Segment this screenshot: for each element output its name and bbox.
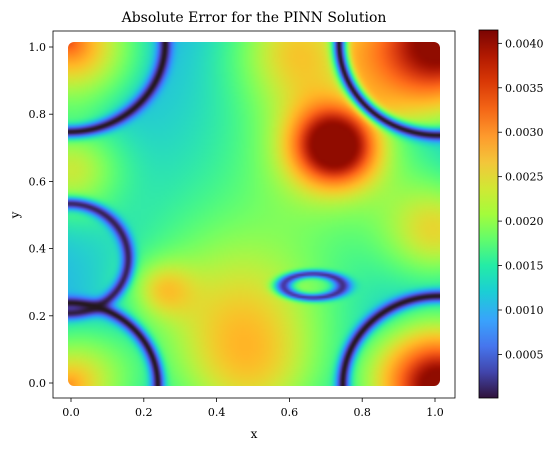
colorbar-ticks: 0.0005 0.0010 0.0015 0.0020 0.0025 0.0030 0.00…	[498, 37, 544, 361]
colorbar-tick-label: 0.0025	[505, 171, 544, 184]
colorbar-tick-label: 0.0035	[505, 82, 544, 95]
y-tick-label: 0.2	[29, 310, 47, 323]
x-axis-label: x	[251, 427, 258, 441]
colorbar-tick-label: 0.0010	[505, 304, 544, 317]
x-tick-label: 0.0	[62, 406, 80, 419]
y-axis-label: y	[8, 211, 22, 219]
x-tick-label: 0.8	[353, 406, 371, 419]
colorbar-tick-label: 0.0015	[505, 260, 544, 273]
y-tick-label: 0.4	[29, 243, 47, 256]
x-tick-label: 0.4	[208, 406, 226, 419]
colorbar-tick-label: 0.0040	[505, 37, 544, 50]
x-tick-label: 0.2	[135, 406, 153, 419]
chart-title: Absolute Error for the PINN Solution	[121, 10, 387, 26]
colorbar-tick-label: 0.0020	[505, 215, 544, 228]
x-tick-label: 1.0	[426, 406, 444, 419]
error-heatmap	[68, 42, 440, 386]
y-axis-ticks: 0.0 0.2 0.4 0.6 0.8 1.0	[29, 41, 53, 390]
colorbar-gradient	[478, 29, 499, 399]
y-tick-label: 0.8	[29, 108, 47, 121]
x-tick-label: 0.6	[281, 406, 299, 419]
y-tick-label: 0.6	[29, 175, 47, 188]
y-tick-label: 1.0	[29, 41, 47, 54]
colorbar-tick-label: 0.0030	[505, 126, 544, 139]
y-tick-label: 0.0	[29, 377, 47, 390]
colorbar: 0.0005 0.0010 0.0015 0.0020 0.0025 0.0030 0.00…	[478, 29, 544, 399]
colorbar-tick-label: 0.0005	[505, 348, 544, 361]
x-axis-ticks: 0.0 0.2 0.4 0.6 0.8 1.0	[62, 398, 444, 419]
plot-area	[52, 30, 456, 399]
